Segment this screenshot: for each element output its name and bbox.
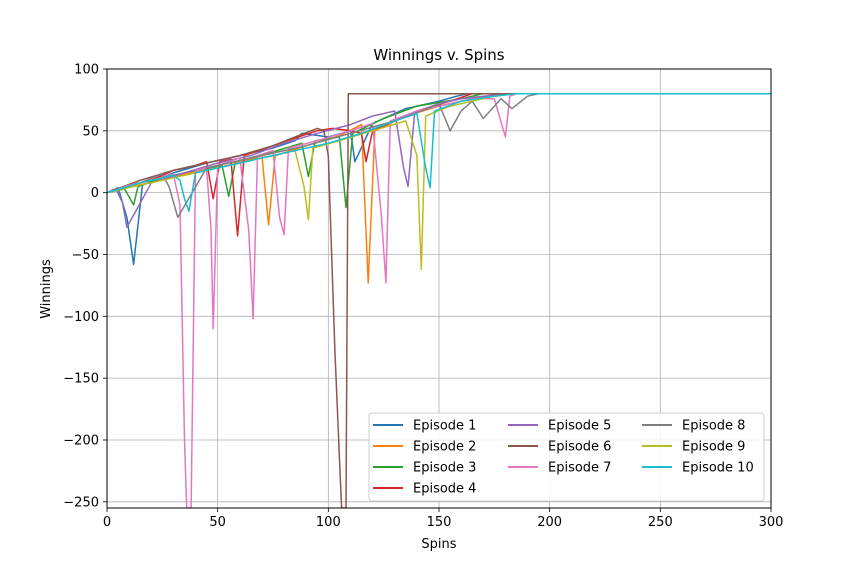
legend-label: Episode 2 [413,440,476,455]
y-tick-label: −100 [63,310,99,325]
y-tick-label: 50 [82,124,99,139]
x-tick-label: 150 [427,515,452,530]
legend-label: Episode 7 [548,461,611,476]
y-tick-label: 100 [74,63,99,78]
series-line-6 [107,92,771,508]
x-tick-label: 0 [103,515,111,530]
x-axis-label: Spins [421,537,456,552]
legend-label: Episode 1 [413,419,476,434]
x-tick-label: 200 [537,515,562,530]
y-axis: −250 −200 −150 −100 −50 0 50 100 [63,63,107,510]
x-tick-label: 50 [209,515,226,530]
x-tick-label: 250 [648,515,673,530]
legend-label: Episode 8 [682,419,745,434]
x-axis: 0 50 100 150 200 250 300 [103,508,784,530]
series-line-3 [107,92,771,209]
legend-label: Episode 3 [413,461,476,476]
series-line-10 [107,92,771,212]
chart-title: Winnings v. Spins [373,46,504,64]
series-lines [107,92,771,508]
legend-box [368,412,765,502]
legend-label: Episode 6 [548,440,611,455]
y-tick-label: −250 [63,495,99,510]
series-line-5 [107,92,771,229]
legend: Episode 1 Episode 2 Episode 3 Episode 4 Epis… [368,412,765,502]
legend-label: Episode 9 [682,440,745,455]
x-tick-label: 100 [316,515,341,530]
legend-label: Episode 10 [682,461,754,476]
y-tick-label: −200 [63,433,99,448]
y-tick-label: −150 [63,372,99,387]
legend-label: Episode 4 [413,482,476,497]
y-tick-label: 0 [91,186,99,201]
y-axis-label: Winnings [39,259,54,319]
x-tick-label: 300 [759,515,784,530]
y-tick-label: −50 [72,248,99,263]
legend-label: Episode 5 [548,419,611,434]
series-line-1 [107,92,771,266]
